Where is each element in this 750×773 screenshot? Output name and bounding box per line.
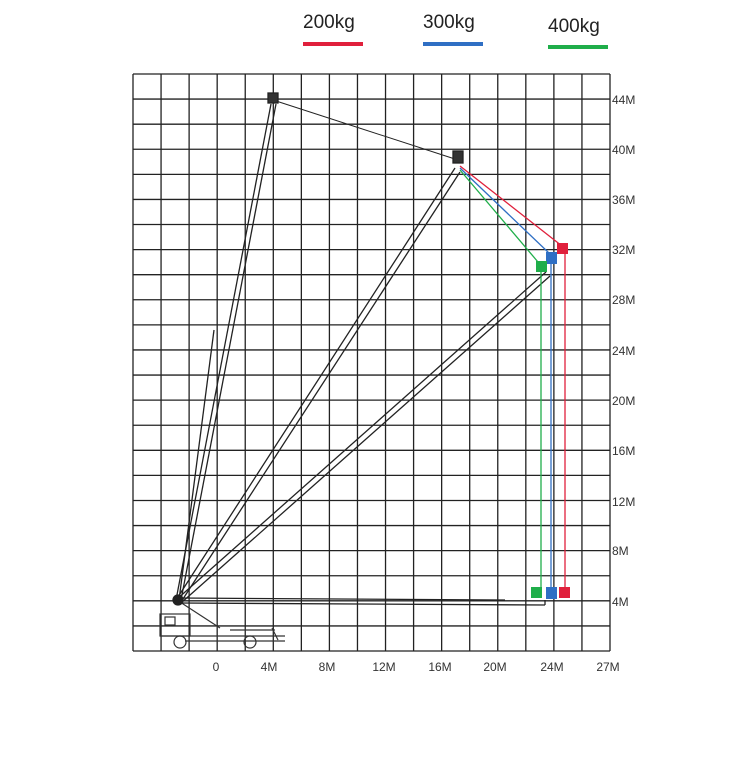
legend-label-300kg: 300kg xyxy=(423,12,475,33)
y-tick: 28M xyxy=(612,293,636,307)
basket-icon-200kg xyxy=(557,243,568,254)
x-tick: 8M xyxy=(318,660,336,674)
x-tick: 20M xyxy=(483,660,507,674)
y-tick: 16M xyxy=(612,444,636,458)
curve-300kg xyxy=(459,167,552,590)
basket-icon-300kg xyxy=(546,587,557,599)
boom-low xyxy=(175,271,551,604)
load-baskets xyxy=(531,243,570,599)
y-tick: 44M xyxy=(612,93,636,107)
x-tick: 27M xyxy=(596,660,620,674)
basket-icon xyxy=(452,150,464,164)
x-tick: 24M xyxy=(540,660,564,674)
y-tick: 40M xyxy=(612,143,636,157)
boom-vertical xyxy=(175,103,277,601)
basket-icon-400kg xyxy=(536,261,547,272)
x-tick: 16M xyxy=(428,660,452,674)
boom-mid xyxy=(175,167,461,603)
load-curves xyxy=(459,165,566,590)
curve-400kg xyxy=(459,169,542,588)
y-tick: 36M xyxy=(612,193,636,207)
x-tick: 12M xyxy=(372,660,396,674)
legend-swatch-400kg xyxy=(548,45,608,49)
y-tick: 12M xyxy=(612,495,636,509)
legend-label-400kg: 400kg xyxy=(548,16,600,37)
booms xyxy=(172,92,551,606)
truck-wheel xyxy=(243,635,257,649)
y-tick: 4M xyxy=(612,595,629,609)
boom-horizontal xyxy=(177,597,546,606)
y-tick: 8M xyxy=(612,544,629,558)
basket-icon xyxy=(267,92,279,104)
truck-wheel xyxy=(173,635,187,649)
grid xyxy=(132,73,611,652)
legend-swatch-300kg xyxy=(423,42,483,46)
legend-label-200kg: 200kg xyxy=(303,12,355,33)
x-tick: 0 xyxy=(212,660,220,674)
basket-icon-200kg xyxy=(559,587,570,598)
y-tick: 32M xyxy=(612,243,636,257)
envelope-line xyxy=(272,99,459,161)
x-tick: 4M xyxy=(260,660,278,674)
boom-pivot xyxy=(172,594,184,606)
basket-icon-400kg xyxy=(531,587,542,598)
legend-swatch-200kg xyxy=(303,42,363,46)
curve-200kg xyxy=(459,165,566,588)
y-tick: 20M xyxy=(612,394,636,408)
y-tick: 24M xyxy=(612,344,636,358)
basket-icon-300kg xyxy=(546,252,557,264)
truck xyxy=(159,601,285,649)
